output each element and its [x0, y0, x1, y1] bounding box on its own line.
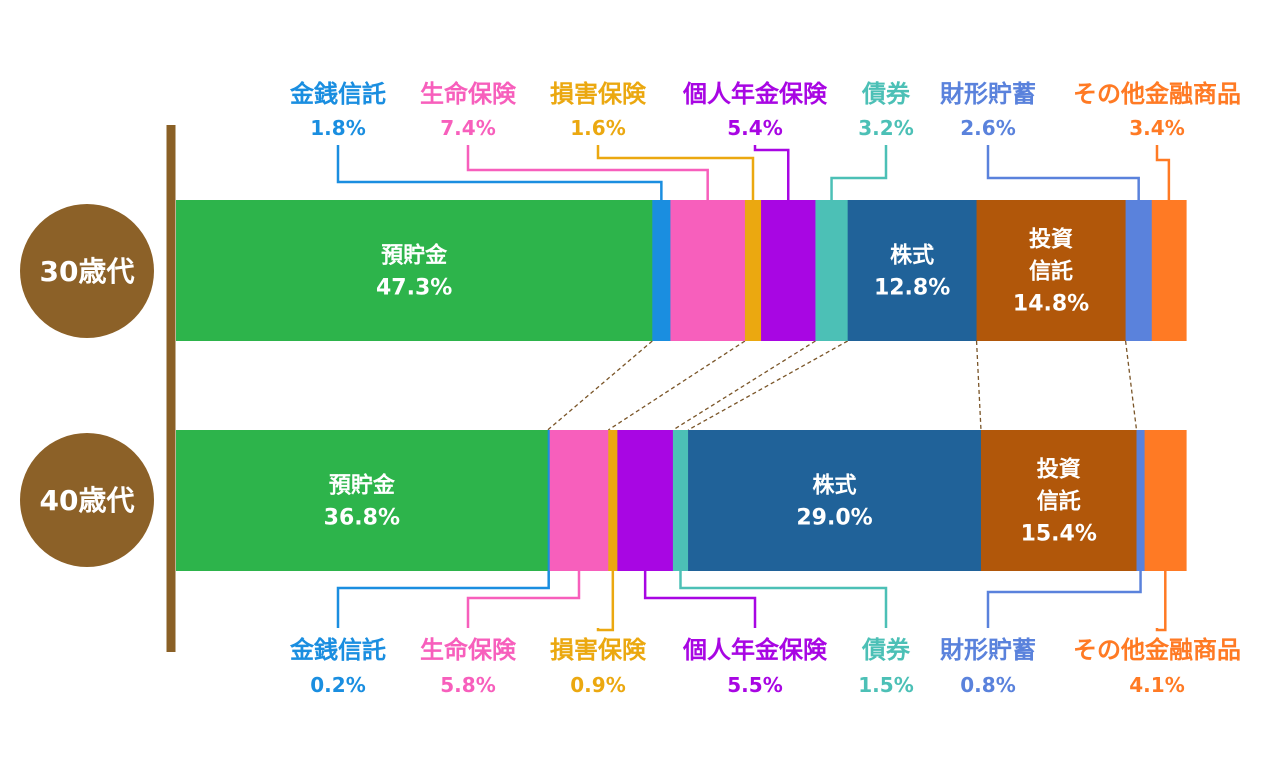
- outside-value-label: 3.4%: [1129, 116, 1184, 140]
- outside-series-label: 金銭信託: [289, 80, 386, 108]
- outside-value-label: 0.9%: [570, 673, 625, 697]
- leader-line: [679, 571, 888, 628]
- leader-line: [596, 571, 615, 632]
- connector-line: [975, 340, 982, 431]
- outside-value-label: 5.8%: [440, 673, 495, 697]
- bar-segment-1-5: [761, 200, 817, 341]
- outside-series-label: 債券: [861, 80, 911, 108]
- segment-name-label: 信託: [1037, 489, 1081, 515]
- age-circle: [20, 433, 154, 567]
- outside-value-label: 1.8%: [310, 116, 365, 140]
- outside-series-label: 金銭信託: [289, 636, 386, 664]
- age-circle: [20, 204, 154, 338]
- outside-series-label: 財形貯蓄: [940, 636, 1036, 664]
- leader-line: [753, 145, 790, 200]
- bar-segment-1-2: [652, 200, 672, 341]
- segment-name-label: 預貯金: [381, 243, 448, 269]
- connector-line: [547, 340, 653, 431]
- age-label: 40歳代: [40, 484, 135, 517]
- connector-line: [607, 340, 746, 431]
- segment-value-label: 12.8%: [874, 276, 950, 301]
- connector-line: [672, 340, 816, 431]
- bar-segment-1-3: [670, 200, 746, 341]
- bar-segment-2-10: [1144, 430, 1187, 571]
- segment-value-label: 15.4%: [1021, 522, 1097, 547]
- bar-segment-2-4: [608, 430, 618, 571]
- outside-value-label: 4.1%: [1129, 673, 1184, 697]
- outside-series-label: 債券: [861, 636, 911, 664]
- leader-line: [466, 145, 709, 200]
- leader-line: [986, 571, 1142, 628]
- outside-series-label: 損害保険: [550, 636, 647, 664]
- segment-name-label: 預貯金: [329, 473, 396, 499]
- bar-segment-2-1: [176, 430, 549, 571]
- outside-series-label: 生命保険: [420, 80, 517, 108]
- bar-segment-1-7: [847, 200, 978, 341]
- bar-segment-2-2: [547, 430, 551, 571]
- outside-value-label: 5.4%: [727, 116, 782, 140]
- bar-segment-1-1: [176, 200, 653, 341]
- outside-value-label: 1.6%: [570, 116, 625, 140]
- leader-line: [986, 145, 1140, 200]
- segment-value-label: 36.8%: [324, 506, 400, 531]
- outside-series-label: 生命保険: [420, 636, 517, 664]
- outside-series-label: 個人年金保険: [682, 80, 828, 108]
- outside-value-label: 0.8%: [960, 673, 1015, 697]
- bar-segment-1-10: [1151, 200, 1187, 341]
- leader-line: [1155, 571, 1167, 632]
- bar-segment-2-7: [688, 430, 982, 571]
- outside-value-label: 3.2%: [858, 116, 913, 140]
- bar-segment-1-8: [976, 200, 1127, 341]
- connector-line: [687, 340, 848, 431]
- bar-segment-2-6: [672, 430, 689, 571]
- leader-line: [336, 145, 663, 200]
- bar-segment-1-6: [815, 200, 849, 341]
- segment-name-label: 投資: [1037, 457, 1081, 483]
- outside-value-label: 5.5%: [727, 673, 782, 697]
- bar-segment-2-9: [1136, 430, 1146, 571]
- outside-series-label: その他金融商品: [1073, 80, 1241, 108]
- leader-line: [1155, 145, 1171, 200]
- bar-segment-1-9: [1125, 200, 1153, 341]
- segment-name-label: 信託: [1029, 259, 1073, 285]
- bar-segment-2-8: [980, 430, 1138, 571]
- outside-series-label: 財形貯蓄: [940, 80, 1036, 108]
- outside-series-label: 個人年金保険: [682, 636, 828, 664]
- bar-segment-1-4: [744, 200, 762, 341]
- leader-line: [336, 571, 550, 628]
- leader-line: [466, 571, 581, 628]
- connector-line: [1124, 340, 1138, 431]
- outside-series-label: 損害保険: [550, 80, 647, 108]
- segment-value-label: 47.3%: [376, 276, 452, 301]
- leader-line: [830, 145, 888, 200]
- age-label: 30歳代: [40, 255, 135, 288]
- segment-value-label: 29.0%: [796, 506, 872, 531]
- segment-name-label: 株式: [813, 474, 857, 499]
- outside-value-label: 2.6%: [960, 116, 1015, 140]
- segment-value-label: 14.8%: [1013, 292, 1089, 317]
- outside-series-label: その他金融商品: [1073, 636, 1241, 664]
- outside-value-label: 7.4%: [440, 116, 495, 140]
- outside-value-label: 1.5%: [858, 673, 913, 697]
- outside-value-label: 0.2%: [310, 673, 365, 697]
- bar-segment-2-3: [549, 430, 609, 571]
- segment-name-label: 株式: [890, 244, 934, 269]
- bar-segment-2-5: [617, 430, 674, 571]
- leader-line: [643, 571, 757, 628]
- leader-line: [596, 145, 755, 200]
- segment-name-label: 投資: [1029, 227, 1073, 253]
